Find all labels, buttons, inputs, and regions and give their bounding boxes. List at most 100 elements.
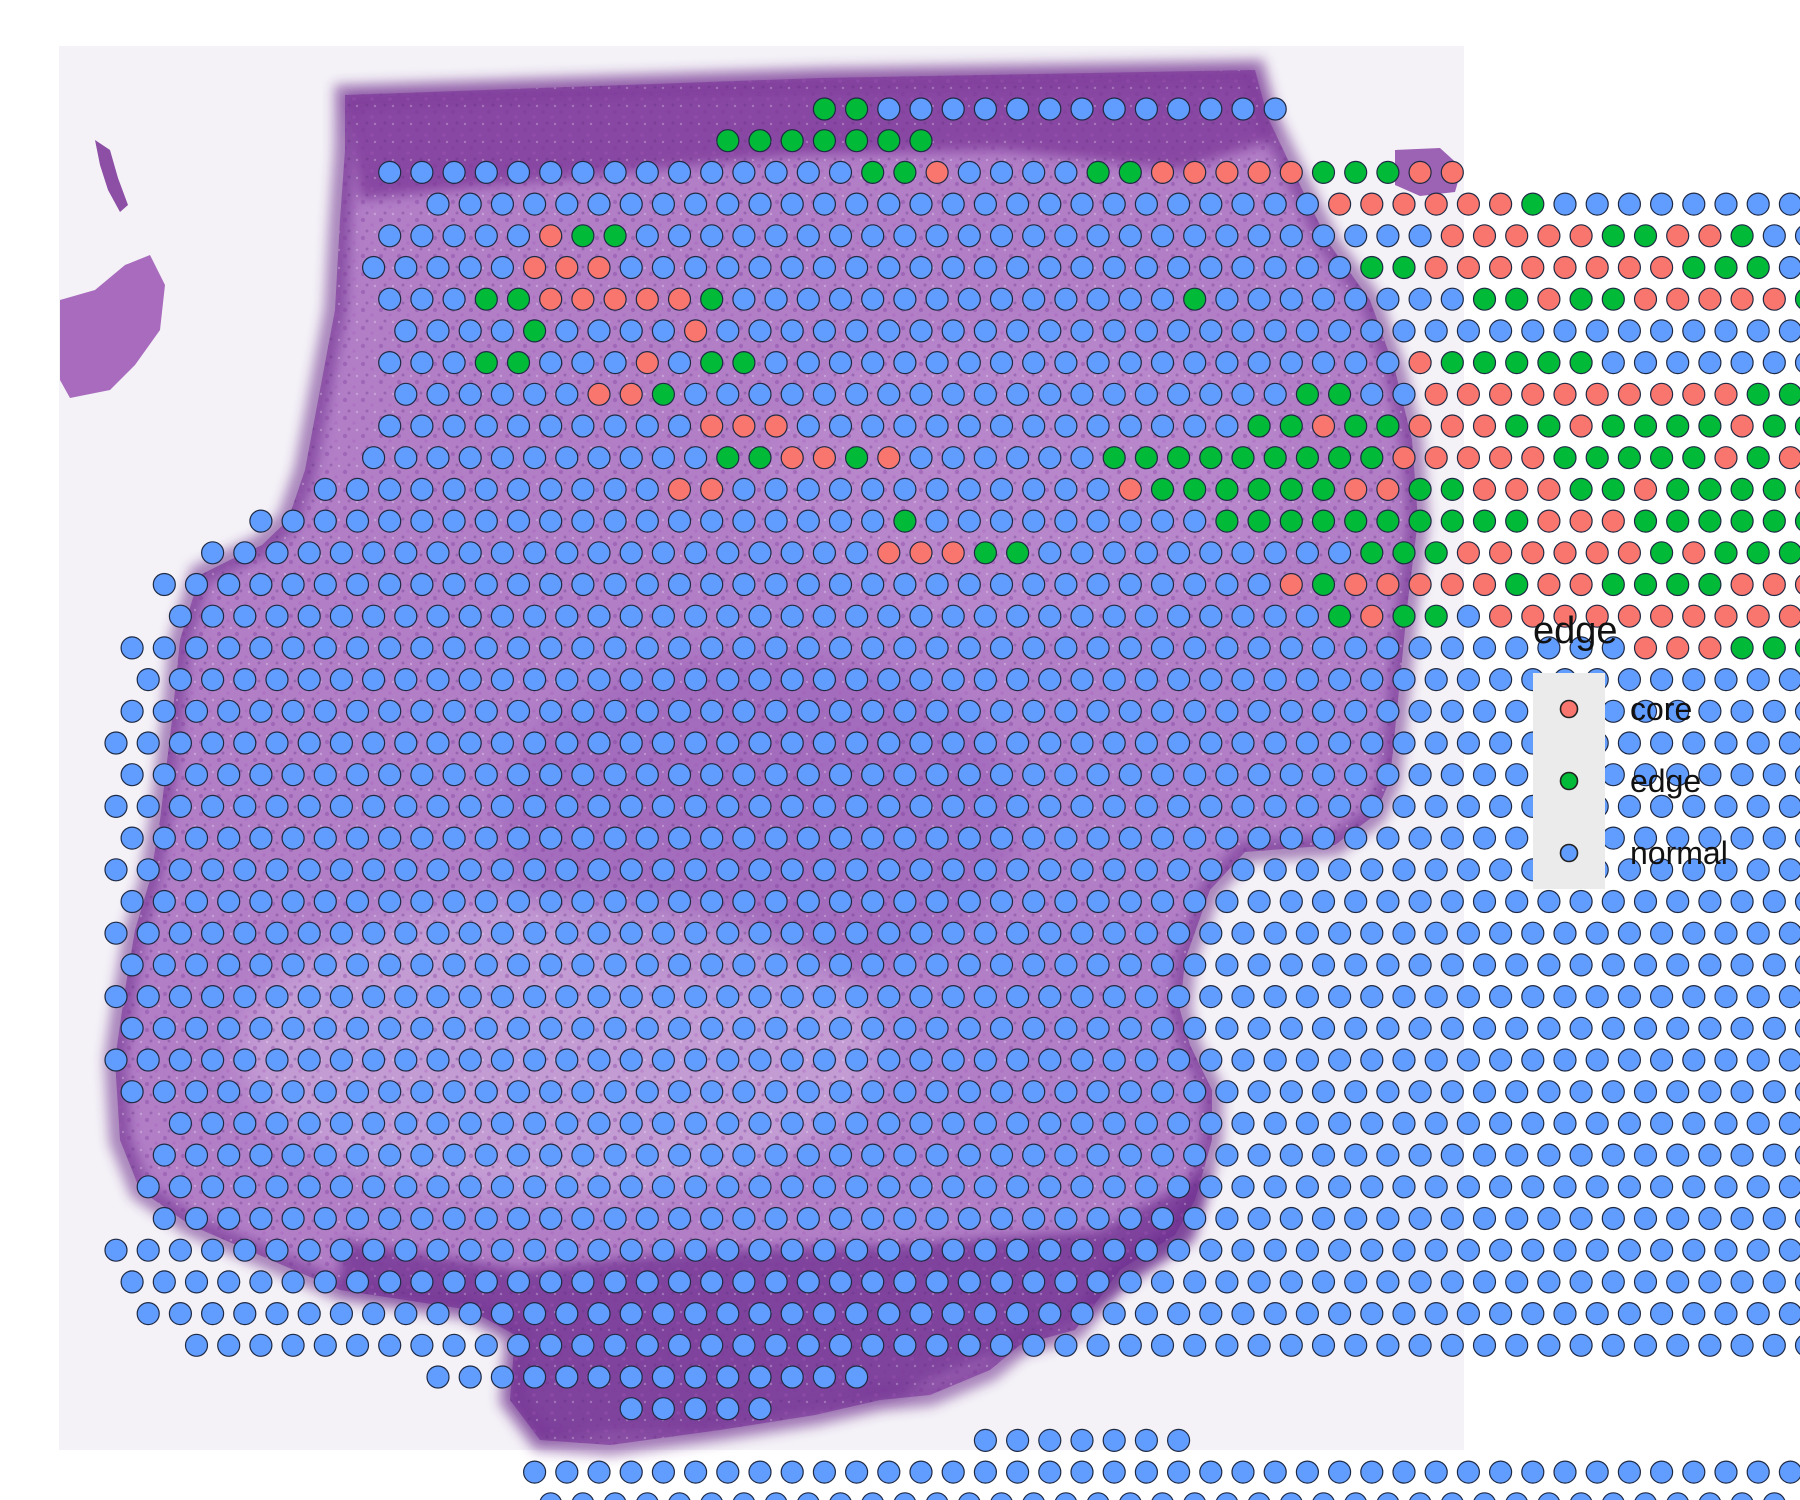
spot-normal	[635, 160, 659, 184]
spot-normal	[780, 1301, 804, 1326]
spot-core	[1424, 382, 1448, 406]
spot-normal	[732, 224, 756, 248]
spot-normal	[700, 1270, 724, 1294]
spot-normal	[281, 572, 305, 597]
spot-normal	[716, 1175, 740, 1199]
spot-normal	[861, 763, 885, 787]
spot-normal	[1585, 1048, 1609, 1072]
spot-normal	[506, 699, 531, 723]
spot-normal	[1005, 1301, 1030, 1326]
spot-normal	[1054, 1143, 1078, 1167]
spot-normal	[1617, 192, 1642, 216]
spot-normal	[1505, 1080, 1529, 1104]
spot-normal	[329, 604, 353, 628]
spot-normal	[651, 1238, 676, 1262]
spot-normal	[281, 1206, 305, 1231]
spot-normal	[458, 667, 482, 692]
spot-normal	[1086, 477, 1110, 501]
spot-normal	[1714, 1111, 1738, 1136]
spot-normal	[1327, 921, 1352, 945]
spot-normal	[1730, 889, 1754, 914]
spot-normal	[120, 826, 144, 850]
spot-normal	[362, 921, 386, 945]
spot-edge	[1649, 541, 1674, 565]
spot-normal	[201, 921, 225, 945]
spot-normal	[941, 731, 965, 755]
spot-normal	[426, 319, 450, 343]
spot-normal	[1231, 382, 1255, 406]
spot-normal	[877, 382, 901, 406]
spot-normal	[426, 541, 450, 565]
spot-normal	[217, 699, 241, 723]
spot-normal	[378, 636, 402, 660]
spot-normal	[651, 731, 676, 755]
spot-edge	[1601, 287, 1625, 311]
spot-normal	[909, 382, 933, 406]
spot-normal	[619, 921, 643, 945]
spot-row-30	[104, 1048, 1800, 1072]
spot-edge	[1392, 541, 1416, 565]
spot-normal	[201, 731, 225, 755]
spot-normal	[571, 953, 595, 977]
spot-core	[1472, 572, 1497, 597]
spot-core	[1714, 604, 1738, 628]
spot-normal	[1521, 984, 1545, 1009]
spot-normal	[394, 921, 418, 945]
spot-normal	[184, 763, 209, 787]
spot-normal	[329, 794, 353, 819]
spot-normal	[877, 97, 901, 121]
spot-normal	[1038, 794, 1062, 819]
spot-normal	[1327, 319, 1352, 343]
spot-edge	[1150, 477, 1175, 501]
spot-normal	[345, 636, 370, 660]
spot-normal	[1344, 1016, 1368, 1040]
spot-normal	[635, 509, 659, 533]
spot-normal	[941, 1175, 965, 1199]
spot-normal	[1134, 319, 1159, 343]
spot-normal	[120, 763, 144, 787]
spot-normal	[1666, 1333, 1690, 1357]
spot-normal	[1086, 1270, 1110, 1294]
spot-normal	[1279, 1270, 1303, 1294]
spot-core	[1682, 604, 1706, 628]
spot-normal	[1102, 1048, 1126, 1072]
spot-normal	[957, 889, 981, 914]
spot-edge	[1279, 509, 1303, 533]
spot-normal	[1102, 731, 1126, 755]
spot-normal	[201, 984, 225, 1009]
spot-normal	[1360, 1175, 1384, 1199]
spot-normal	[1022, 572, 1046, 597]
spot-normal	[136, 1175, 160, 1199]
spot-normal	[861, 1143, 885, 1167]
spot-normal	[651, 319, 676, 343]
spot-normal	[394, 1301, 418, 1326]
spot-normal	[1440, 889, 1464, 914]
spot-normal	[1086, 287, 1110, 311]
spot-normal	[1005, 319, 1030, 343]
spot-edge	[1102, 446, 1126, 470]
spot-normal	[828, 699, 853, 723]
spot-normal	[1521, 319, 1545, 343]
spot-normal	[410, 1270, 434, 1294]
spot-normal	[1166, 858, 1191, 882]
spot-normal	[313, 1206, 337, 1231]
spot-normal	[1521, 1460, 1545, 1484]
spot-normal	[329, 984, 353, 1009]
spot-normal	[313, 1080, 337, 1104]
spot-normal	[764, 889, 788, 914]
spot-normal	[667, 763, 692, 787]
spot-normal	[1054, 351, 1078, 375]
spot-normal	[683, 984, 708, 1009]
spot-normal	[1166, 731, 1191, 755]
spot-normal	[1231, 1111, 1255, 1136]
spot-normal	[1746, 1048, 1770, 1072]
spot-normal	[1086, 636, 1110, 660]
spot-normal	[925, 826, 949, 850]
spot-normal	[1150, 287, 1175, 311]
spot-normal	[716, 1111, 740, 1136]
spot-normal	[506, 763, 531, 787]
spot-normal	[1263, 984, 1287, 1009]
spot-core	[1746, 604, 1770, 628]
spot-normal	[345, 889, 370, 914]
spot-normal	[442, 1270, 466, 1294]
